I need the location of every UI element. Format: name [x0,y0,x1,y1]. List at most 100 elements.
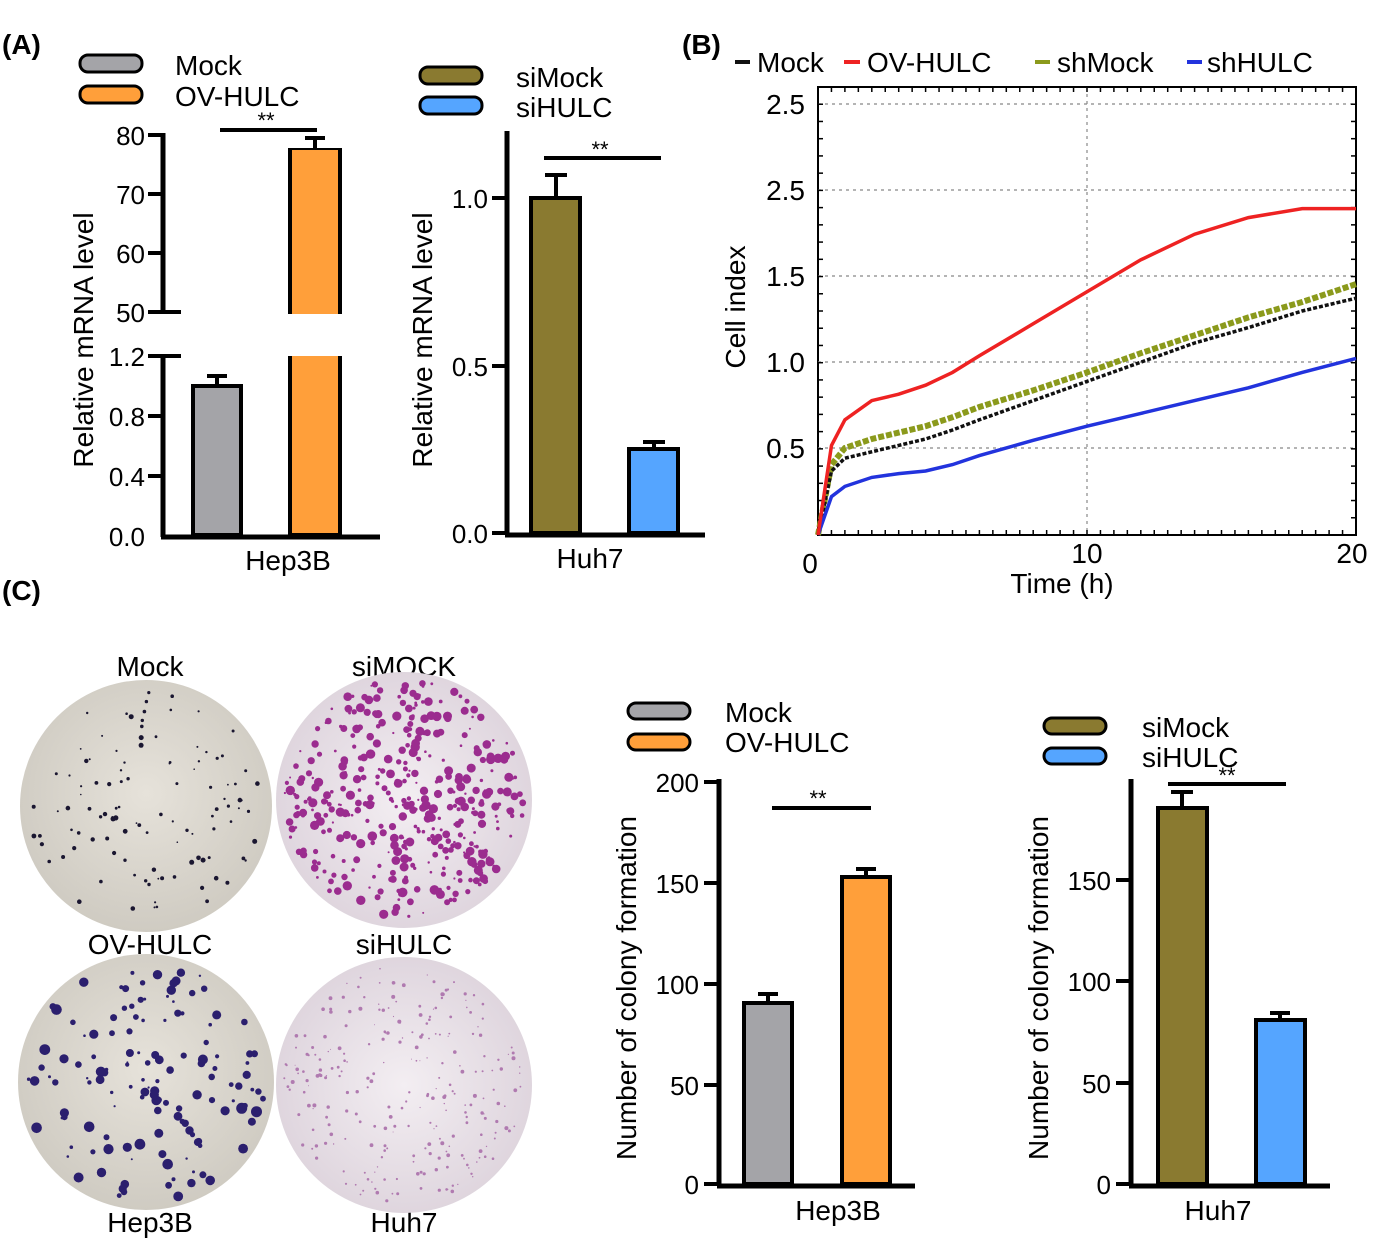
colony-dot [419,1060,421,1062]
colony-dot [394,778,401,785]
colony-dot [238,1143,249,1154]
colony-dot [407,898,414,906]
colony-dot [413,886,421,893]
colony-dot [386,1147,389,1150]
colony-dot [507,1053,509,1055]
colony-dot [504,1126,509,1131]
colony-dot [391,1192,394,1195]
colony-dot [200,885,205,891]
colony-dot [235,1082,243,1090]
colony-dot [379,967,381,970]
colony-dot [215,1054,220,1059]
colony-dot [102,811,108,817]
colony-dot [324,1076,328,1080]
chart-c-left: Mock OV-HULC 200 150 100 50 0 Number of … [611,697,915,1226]
colony-dot [416,756,422,762]
colony-dot [464,792,467,795]
colony-dot [86,711,89,715]
colony-dot [159,812,163,817]
colony-dot [310,864,319,872]
y-ticks-lower [148,354,181,478]
colony-dot [328,996,333,1001]
colony-dot [56,810,59,813]
colony-dot [465,1121,469,1125]
colony-dot [453,840,456,844]
colony-dot [442,866,446,871]
colony-dot [405,743,410,748]
colony-dot [351,694,355,698]
colony-dot [138,742,144,748]
colony-dot [472,877,480,885]
colony-dot [358,1120,362,1124]
colony-dot [462,774,471,783]
colony-dot [48,1075,51,1079]
colony-dot [73,1172,84,1183]
colony-dot [397,694,402,699]
colony-dot [389,869,396,876]
colony-dot [242,1070,251,1079]
colony-dot [479,778,484,783]
colony-dot [289,776,292,779]
x-tick-label-20: 20 [1336,538,1367,569]
colony-dot [468,727,471,730]
colony-dot [441,992,445,996]
colony-dot [95,1066,106,1077]
colony-dot [122,828,128,834]
colony-dot [330,790,334,794]
colony-dot [301,1143,305,1147]
colony-dot [470,861,478,868]
colony-dot [386,769,395,779]
colony-dot [180,1052,187,1059]
colony-dot [333,749,337,753]
colony-dot [406,796,412,801]
colony-dot [126,1028,133,1035]
colony-dot [302,1090,306,1094]
y-tick-label-150: 150 [1068,866,1111,896]
colony-dot [371,681,378,688]
colony-dot [370,684,373,687]
colony-dot [476,1161,478,1163]
colony-dot [345,1090,349,1095]
colony-dot [26,1077,31,1081]
colony-dot [421,700,425,704]
colony-dot [352,724,361,734]
colony-dot [344,1024,348,1028]
colony-dot [445,773,452,780]
colony-dot [113,1105,116,1108]
y-tick-label-0-0: 0.0 [452,519,488,549]
x-tick-label-0: 0 [802,548,818,579]
colony-dot [510,813,515,819]
x-axis-label: Hep3B [795,1195,881,1226]
colony-dot [457,796,463,802]
colony-dot [378,1008,381,1011]
colony-dot [408,1091,411,1094]
x-axis-label: Time (h) [1010,568,1113,599]
colony-dot [353,856,361,864]
colony-dot [379,909,389,919]
colony-dot [208,1097,216,1104]
colony-dot [101,734,104,737]
colony-dot [328,878,334,885]
colony-dot [334,887,342,895]
colony-dot [471,807,475,811]
colony-dot [381,785,388,792]
colony-dot [477,819,487,829]
colony-dot [308,1085,309,1087]
colony-dot [172,1000,175,1003]
y-axis-label: Number of colony formation [611,816,642,1160]
colony-dot [497,802,502,807]
colony-dot [340,785,346,792]
colony-dot [510,750,515,756]
y-tick-label-70: 70 [116,180,145,210]
colony-dot [373,1124,377,1128]
colony-dot [374,1024,375,1026]
y-tick-label-1-0: 1.0 [766,347,805,378]
colony-dot [494,814,498,818]
colony-dot [84,758,89,764]
colony-dot [417,798,420,802]
colony-dot [187,1178,196,1188]
colony-dot [438,699,443,704]
y-tick-label-2nd: 2.5 [766,175,805,206]
y-tick-label-100: 100 [656,970,699,1000]
colony-dot [163,1099,169,1106]
